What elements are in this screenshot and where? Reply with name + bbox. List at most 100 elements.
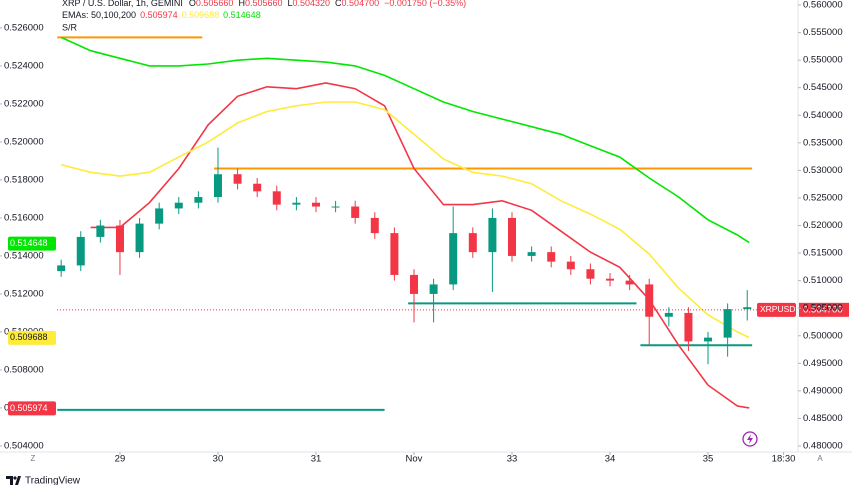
y-tick-label: 0.526000 <box>4 22 44 33</box>
sr-label: S/R <box>62 22 78 32</box>
candle-body <box>155 208 164 224</box>
ema-badge-label: 0.505974 <box>10 403 48 413</box>
candle-body <box>704 337 713 342</box>
scale-button[interactable]: A <box>817 454 823 463</box>
x-tick-label: 33 <box>507 454 518 465</box>
candle-body <box>645 284 654 317</box>
ema-line <box>60 101 750 339</box>
y2-tick-label: 0.555000 <box>803 27 843 38</box>
candle-body <box>409 274 418 294</box>
candle-body <box>76 236 85 266</box>
ema-value: 0.514648 <box>223 10 261 20</box>
candle-body <box>723 309 732 338</box>
y2-tick-label: 0.550000 <box>803 55 843 66</box>
y2-tick-label: 0.560000 <box>803 0 843 11</box>
candle-body <box>743 307 752 310</box>
y-tick-label: 0.520000 <box>4 136 44 147</box>
candle-body <box>429 284 438 294</box>
y-tick-label: 0.504000 <box>4 440 44 451</box>
candle-body <box>115 225 124 253</box>
candle-body <box>233 174 242 184</box>
y2-tick-label: 0.490000 <box>803 385 843 396</box>
candle-body <box>527 252 536 256</box>
candle-body <box>135 223 144 253</box>
y2-tick-label: 0.500000 <box>803 330 843 341</box>
x-tick-label: 30 <box>213 454 224 465</box>
ema-line <box>60 36 750 244</box>
candle-body <box>547 252 556 262</box>
candle-body <box>174 202 183 209</box>
y2-tick-label: 0.505000 <box>803 303 843 314</box>
y2-tick-label: 0.525000 <box>803 192 843 203</box>
candle-body <box>606 278 615 281</box>
ohlc-key: L <box>287 0 292 8</box>
candle-body <box>390 233 399 275</box>
y2-tick-label: 0.480000 <box>803 441 843 452</box>
candle-body <box>664 312 673 317</box>
ema-badge <box>8 330 56 345</box>
ohlc-value: 0.505660 <box>196 0 234 8</box>
y-tick-label: 0.524000 <box>4 60 44 71</box>
ohlc-key: C <box>335 0 342 8</box>
candle-body <box>370 217 379 234</box>
y2-tick-label: 0.515000 <box>803 248 843 259</box>
ohlc-value: 0.504320 <box>293 0 331 8</box>
ema-label: EMAs: 50,100,200 <box>62 10 136 20</box>
candle-body <box>508 217 517 256</box>
ohlc-key: O <box>189 0 196 8</box>
y2-tick-label: 0.545000 <box>803 82 843 93</box>
candle-body <box>351 206 360 218</box>
candle-body <box>194 197 203 203</box>
y-tick-label: 0.508000 <box>4 364 44 375</box>
candle-body <box>625 280 634 285</box>
x-tick-label: Nov <box>406 454 423 465</box>
brand-name: TradingView <box>25 476 81 485</box>
x-tick-label: 35 <box>703 454 714 465</box>
y2-tick-label: 0.530000 <box>803 165 843 176</box>
y-tick-label: 0.512000 <box>4 288 44 299</box>
chart-title: XRP / U.S. Dollar, 1h, GEMINI O0.505660 H0… <box>62 0 466 8</box>
candle-body <box>213 174 222 198</box>
candle-body <box>331 206 340 208</box>
y-tick-label: 0.518000 <box>4 174 44 185</box>
plot-area: 0.5040000.5060000.5080000.5100000.512000… <box>0 22 798 451</box>
candle-body <box>684 312 693 342</box>
candle-body <box>272 191 281 205</box>
price-badge-label: 0.504700 <box>803 304 843 315</box>
ema-value: 0.505974 <box>140 10 178 20</box>
candle-body <box>586 269 595 279</box>
y-tick-label: 0.514000 <box>4 250 44 261</box>
x-tick-label: 34 <box>605 454 616 465</box>
candle-body <box>57 265 66 272</box>
ohlc-value: 0.504700 <box>342 0 380 8</box>
price-badge <box>799 302 849 317</box>
y2-tick-label: 0.540000 <box>803 110 843 121</box>
scale-button[interactable]: Z <box>31 454 36 463</box>
y2-tick-label: 0.495000 <box>803 358 843 369</box>
y2-tick-label: 0.535000 <box>803 137 843 148</box>
x-tick-label: 29 <box>115 454 126 465</box>
alert-icon[interactable] <box>742 431 758 447</box>
ema-legend: EMAs: 50,100,200 0.505974 0.509688 0.514648 <box>62 10 261 20</box>
brand-logo: TradingView <box>6 476 81 485</box>
ohlc-key: H <box>238 0 245 8</box>
y2-tick-label: 0.510000 <box>803 275 843 286</box>
ema-value: 0.509688 <box>182 10 220 20</box>
candle-body <box>96 225 105 237</box>
y-tick-label: 0.522000 <box>4 98 44 109</box>
y2-tick-label: 0.520000 <box>803 220 843 231</box>
symbol-badge-label: XRPUSD <box>760 304 795 314</box>
candle-body <box>566 261 575 270</box>
candle-body <box>292 202 301 205</box>
y2-tick-label: 0.485000 <box>803 413 843 424</box>
candle-body <box>311 202 320 207</box>
x-tick-label: 18:30 <box>772 454 796 465</box>
candle-body <box>468 233 477 253</box>
ema-badge-label: 0.509688 <box>10 332 48 342</box>
ohlc-value: 0.505660 <box>245 0 283 8</box>
ema-badge <box>8 401 56 416</box>
x-tick-label: 31 <box>311 454 322 465</box>
